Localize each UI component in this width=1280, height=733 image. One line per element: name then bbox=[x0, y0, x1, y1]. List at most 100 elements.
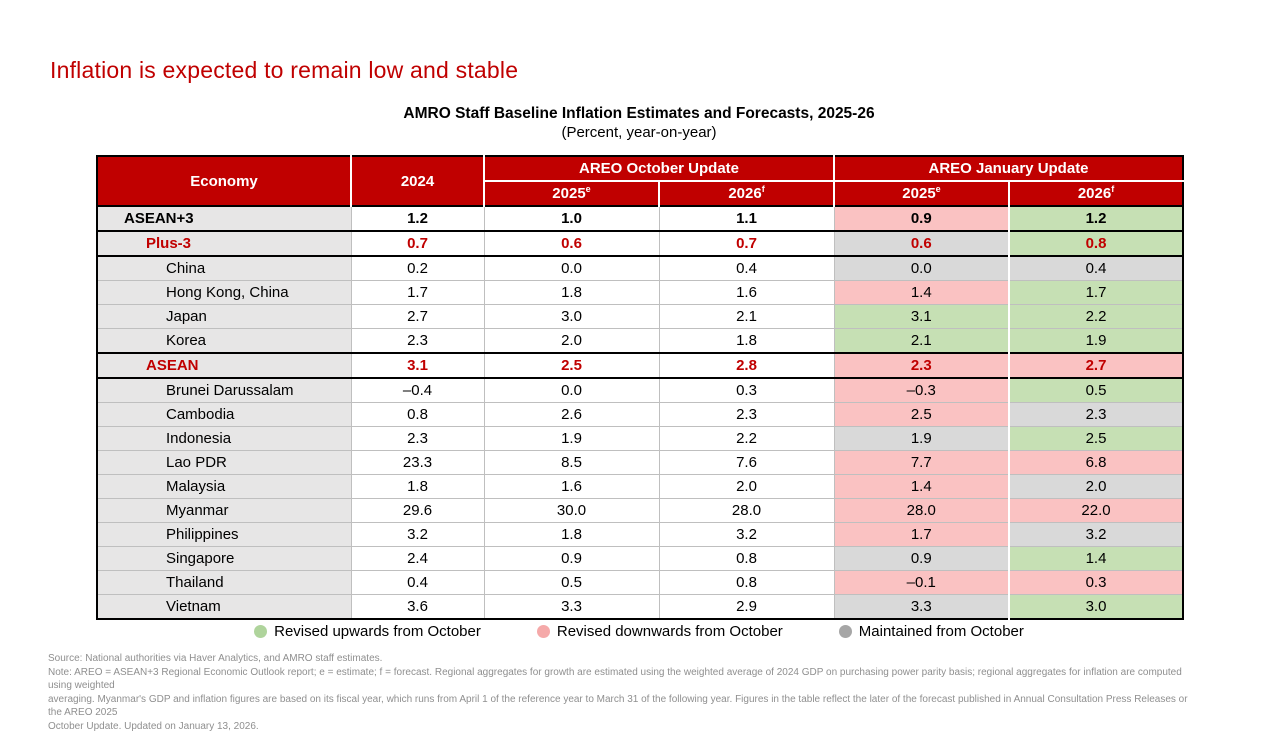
footnotes: Source: National authorities via Haver A… bbox=[48, 652, 1198, 733]
page-title: Inflation is expected to remain low and … bbox=[50, 57, 518, 84]
value-cell: 1.7 bbox=[834, 523, 1009, 547]
value-cell: 28.0 bbox=[834, 499, 1009, 523]
value-cell: 8.5 bbox=[484, 451, 659, 475]
value-cell: 0.0 bbox=[834, 256, 1009, 281]
economy-cell: Vietnam bbox=[97, 595, 351, 620]
economy-cell: Cambodia bbox=[97, 403, 351, 427]
value-cell: 1.7 bbox=[351, 281, 484, 305]
value-cell: 0.5 bbox=[1009, 378, 1183, 403]
value-cell: 0.6 bbox=[484, 231, 659, 256]
value-cell: 0.7 bbox=[351, 231, 484, 256]
value-cell: 3.1 bbox=[351, 353, 484, 378]
legend-item-revised-upwards: Revised upwards from October bbox=[254, 623, 481, 640]
value-cell: 2.1 bbox=[834, 329, 1009, 354]
value-cell: 3.1 bbox=[834, 305, 1009, 329]
october-2026f-header: 2026f bbox=[659, 181, 834, 206]
value-cell: 1.9 bbox=[484, 427, 659, 451]
economy-cell: Japan bbox=[97, 305, 351, 329]
value-cell: –0.1 bbox=[834, 571, 1009, 595]
value-cell: 2.6 bbox=[484, 403, 659, 427]
value-cell: 3.2 bbox=[1009, 523, 1183, 547]
value-cell: 30.0 bbox=[484, 499, 659, 523]
value-cell: 0.3 bbox=[659, 378, 834, 403]
value-cell: 2.3 bbox=[659, 403, 834, 427]
value-cell: 2.5 bbox=[834, 403, 1009, 427]
value-cell: 2.1 bbox=[659, 305, 834, 329]
value-cell: 0.0 bbox=[484, 256, 659, 281]
value-cell: 0.2 bbox=[351, 256, 484, 281]
value-cell: 2.0 bbox=[1009, 475, 1183, 499]
value-cell: 2.7 bbox=[351, 305, 484, 329]
legend-item-revised-downwards: Revised downwards from October bbox=[537, 623, 783, 640]
value-cell: 1.7 bbox=[1009, 281, 1183, 305]
green-dot-icon bbox=[254, 625, 267, 638]
value-cell: 6.8 bbox=[1009, 451, 1183, 475]
pink-dot-icon bbox=[537, 625, 550, 638]
economy-cell: ASEAN bbox=[97, 353, 351, 378]
value-cell: 3.3 bbox=[484, 595, 659, 620]
value-cell: 23.3 bbox=[351, 451, 484, 475]
value-cell: 29.6 bbox=[351, 499, 484, 523]
value-cell: 2.3 bbox=[834, 353, 1009, 378]
value-cell: 22.0 bbox=[1009, 499, 1183, 523]
table-subtitle: (Percent, year-on-year) bbox=[96, 124, 1182, 141]
economy-cell: Thailand bbox=[97, 571, 351, 595]
value-cell: –0.3 bbox=[834, 378, 1009, 403]
value-cell: 0.9 bbox=[484, 547, 659, 571]
legend-label: Revised downwards from October bbox=[557, 623, 783, 640]
january-2025e-header: 2025e bbox=[834, 181, 1009, 206]
inflation-table: Economy 2024 AREO October Update AREO Ja… bbox=[96, 155, 1184, 620]
footnote-note-line: Note: AREO = ASEAN+3 Regional Economic O… bbox=[48, 666, 1198, 693]
legend-label: Revised upwards from October bbox=[274, 623, 481, 640]
value-cell: 1.9 bbox=[834, 427, 1009, 451]
footnote-source-line: Source: National authorities via Haver A… bbox=[48, 652, 1198, 666]
value-cell: 2.4 bbox=[351, 547, 484, 571]
economy-cell: Singapore bbox=[97, 547, 351, 571]
value-cell: 3.6 bbox=[351, 595, 484, 620]
value-cell: 0.4 bbox=[1009, 256, 1183, 281]
economy-cell: Korea bbox=[97, 329, 351, 354]
value-cell: 1.1 bbox=[659, 206, 834, 231]
value-cell: 2.3 bbox=[1009, 403, 1183, 427]
value-cell: 7.6 bbox=[659, 451, 834, 475]
value-cell: 3.2 bbox=[659, 523, 834, 547]
value-cell: 1.0 bbox=[484, 206, 659, 231]
value-cell: 0.7 bbox=[659, 231, 834, 256]
value-cell: 2.2 bbox=[659, 427, 834, 451]
table-title: AMRO Staff Baseline Inflation Estimates … bbox=[96, 105, 1182, 123]
value-cell: 1.6 bbox=[659, 281, 834, 305]
footnote-note-line: October Update. Updated on January 13, 2… bbox=[48, 720, 1198, 733]
value-cell: 0.9 bbox=[834, 206, 1009, 231]
value-cell: 3.2 bbox=[351, 523, 484, 547]
economy-cell: Brunei Darussalam bbox=[97, 378, 351, 403]
value-cell: 0.4 bbox=[351, 571, 484, 595]
footnote-note-line: averaging. Myanmar's GDP and inflation f… bbox=[48, 693, 1198, 720]
value-cell: 1.8 bbox=[659, 329, 834, 354]
value-cell: 0.5 bbox=[484, 571, 659, 595]
legend-label: Maintained from October bbox=[859, 623, 1024, 640]
header-row-groups: Economy 2024 AREO October Update AREO Ja… bbox=[97, 156, 1183, 181]
value-cell: 0.8 bbox=[659, 571, 834, 595]
areo-october-update-header: AREO October Update bbox=[484, 156, 834, 181]
value-cell: 7.7 bbox=[834, 451, 1009, 475]
value-cell: 2.0 bbox=[484, 329, 659, 354]
value-cell: 1.6 bbox=[484, 475, 659, 499]
table-header: Economy 2024 AREO October Update AREO Ja… bbox=[97, 156, 1183, 206]
legend-item-maintained: Maintained from October bbox=[839, 623, 1024, 640]
value-cell: 0.9 bbox=[834, 547, 1009, 571]
